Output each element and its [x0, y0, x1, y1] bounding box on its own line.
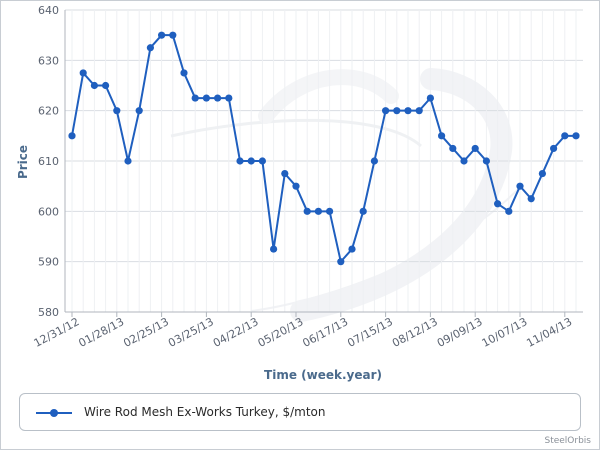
- data-point: [225, 94, 233, 102]
- series-points: [68, 31, 580, 266]
- data-point: [79, 69, 87, 77]
- x-tick-label: 01/28/13: [76, 315, 126, 350]
- series-line: [71, 34, 576, 264]
- data-point: [460, 157, 468, 165]
- data-point: [415, 107, 423, 115]
- data-point: [292, 182, 300, 190]
- x-axis-title: Time (week.year): [264, 368, 382, 382]
- data-point: [426, 94, 434, 102]
- data-point: [214, 94, 222, 102]
- y-tick-label: 640: [38, 4, 59, 17]
- x-tick-label: 11/04/13: [524, 315, 574, 350]
- y-tick-label: 590: [38, 256, 59, 269]
- data-point: [505, 207, 513, 215]
- y-tick-label: 610: [38, 155, 59, 168]
- y-tick-label: 600: [38, 205, 59, 218]
- data-point: [538, 169, 547, 178]
- data-point: [90, 81, 98, 90]
- data-point: [449, 144, 457, 153]
- data-point: [572, 132, 580, 140]
- data-point: [247, 157, 255, 165]
- data-point: [494, 200, 502, 208]
- x-tick-label: 05/20/13: [256, 315, 306, 350]
- data-point: [102, 81, 110, 90]
- data-point: [135, 107, 143, 115]
- data-point: [202, 94, 210, 102]
- x-tick-label: 02/25/13: [121, 315, 171, 350]
- legend: Wire Rod Mesh Ex-Works Turkey, $/mton: [19, 393, 581, 431]
- grid-lines: [65, 9, 583, 313]
- data-point: [314, 207, 322, 215]
- data-point: [471, 144, 479, 153]
- data-point: [438, 132, 446, 140]
- x-tick-label: 04/22/13: [211, 315, 261, 350]
- data-point: [169, 31, 177, 39]
- x-tick-label: 10/07/13: [480, 315, 530, 350]
- data-point: [482, 157, 490, 165]
- x-tick-label: 09/09/13: [435, 315, 485, 350]
- data-point: [191, 94, 199, 102]
- x-tick-label: 07/15/13: [345, 315, 395, 350]
- data-point: [146, 44, 154, 52]
- data-point: [326, 207, 334, 215]
- data-point: [370, 157, 378, 165]
- data-point: [337, 258, 345, 266]
- data-point: [258, 157, 266, 165]
- x-tick-label: 03/25/13: [166, 315, 216, 350]
- y-axis-ticks: 580 590 600 610 620 630 640: [38, 4, 59, 319]
- data-point: [303, 207, 311, 215]
- data-point: [561, 132, 569, 140]
- data-point: [68, 132, 76, 140]
- data-point: [281, 169, 289, 178]
- axes: [64, 10, 583, 313]
- data-point: [270, 245, 278, 253]
- y-tick-label: 620: [38, 105, 59, 118]
- watermark-text: SteelOrbis: [544, 436, 591, 446]
- legend-label: Wire Rod Mesh Ex-Works Turkey, $/mton: [84, 405, 326, 419]
- legend-marker: [36, 409, 72, 417]
- data-point: [404, 107, 412, 115]
- x-tick-label: 08/12/13: [390, 315, 440, 350]
- data-point: [113, 107, 121, 115]
- data-point: [359, 207, 367, 215]
- data-point: [236, 157, 244, 165]
- data-point: [124, 157, 132, 165]
- data-point: [180, 69, 188, 77]
- data-point: [516, 182, 524, 190]
- y-tick-label: 630: [38, 54, 59, 67]
- data-point: [550, 144, 558, 153]
- x-tick-label: 12/31/12: [32, 315, 82, 350]
- y-tick-label: 580: [38, 306, 59, 319]
- data-point: [158, 31, 166, 39]
- data-point: [527, 195, 535, 203]
- watermark-swoosh: [170, 68, 522, 322]
- data-point: [348, 245, 356, 253]
- data-point: [393, 107, 401, 115]
- y-axis-title: Price: [16, 145, 30, 179]
- data-point: [382, 107, 390, 115]
